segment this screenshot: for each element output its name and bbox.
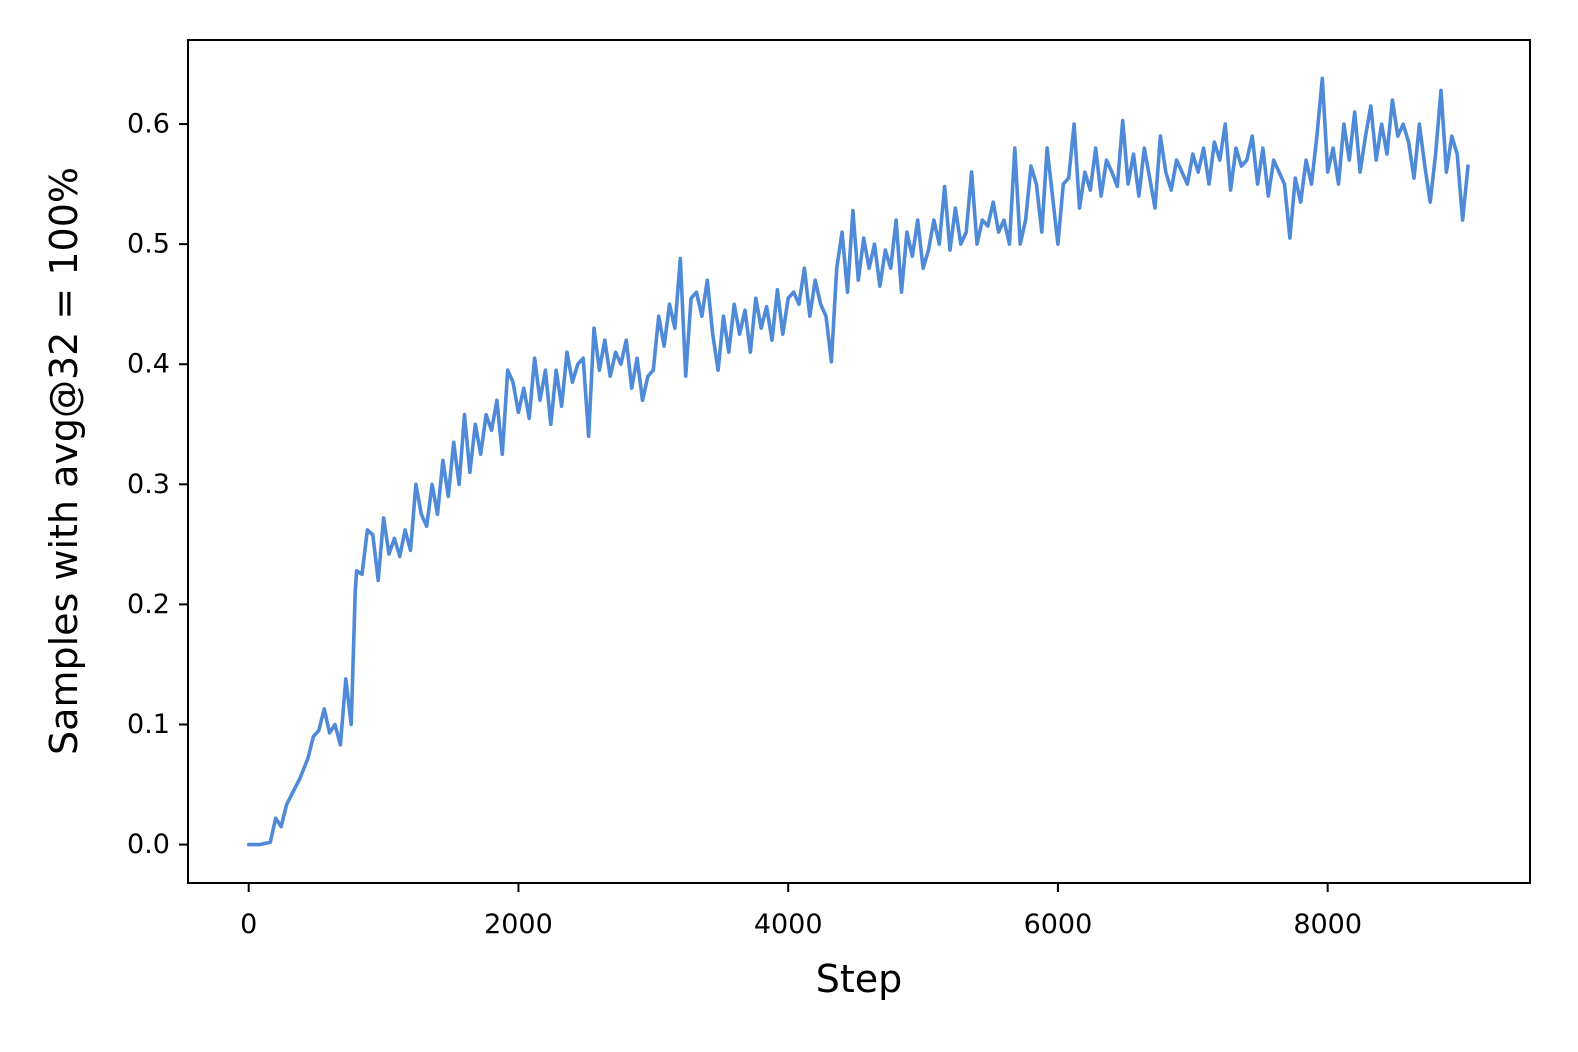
x-tick-label: 4000 [754,909,823,940]
x-tick-label: 8000 [1293,909,1362,940]
x-tick-label: 0 [240,909,257,940]
x-tick-label: 6000 [1024,909,1093,940]
y-axis-title: Samples with avg@32 = 100% [42,167,86,755]
y-tick-label: 0.5 [127,229,170,260]
x-axis-ticks: 0 2000 4000 6000 8000 [240,883,1362,940]
y-tick-label: 0.0 [127,829,170,860]
y-axis-ticks: 0.0 0.1 0.2 0.3 0.4 0.5 0.6 [127,109,188,860]
y-tick-label: 0.2 [127,589,170,620]
y-tick-label: 0.1 [127,709,170,740]
series-line [246,76,1470,847]
plot-area-frame [187,39,1531,884]
x-axis-title: Step [816,957,903,1001]
y-tick-label: 0.4 [127,349,170,380]
y-tick-label: 0.6 [127,109,170,140]
x-tick-label: 2000 [484,909,553,940]
y-tick-label: 0.3 [127,469,170,500]
